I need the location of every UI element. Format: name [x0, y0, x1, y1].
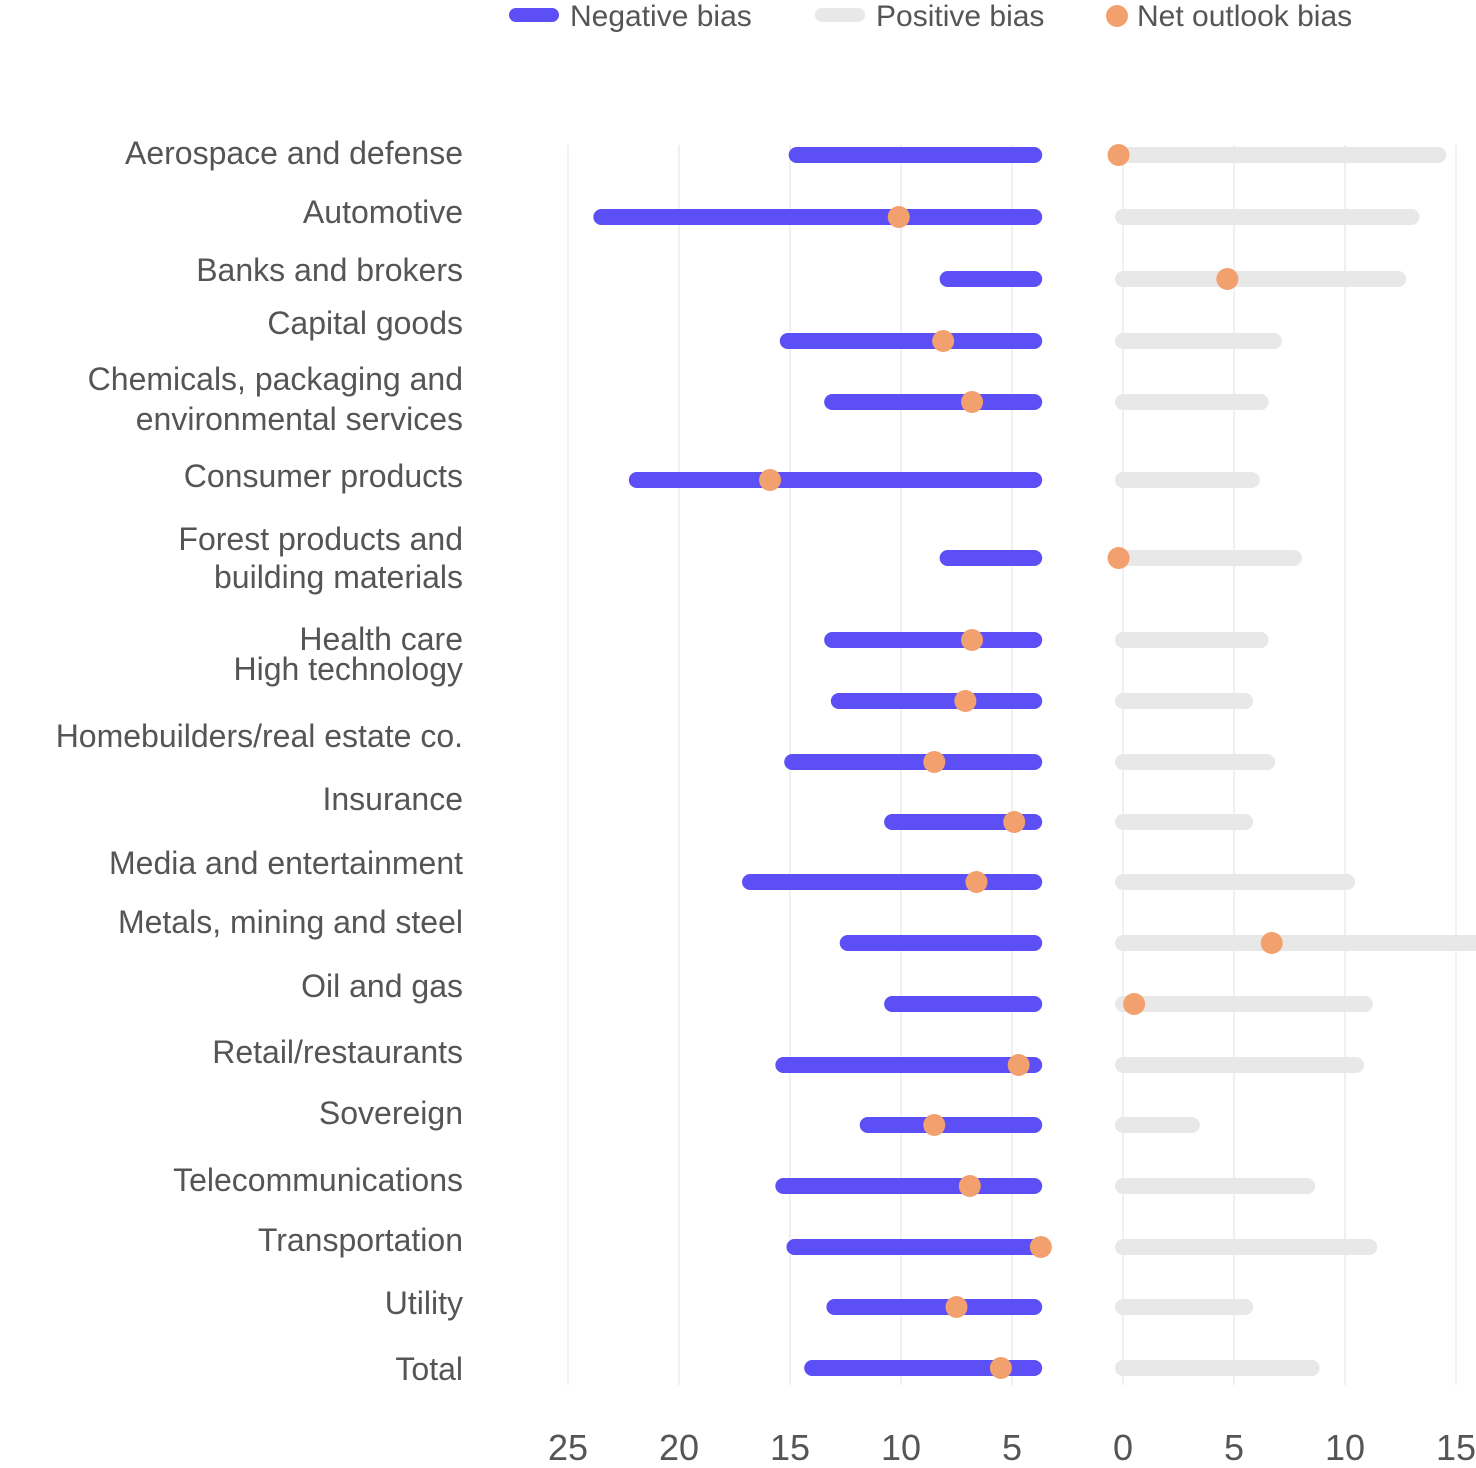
x-tick-label: 15 — [1436, 1427, 1476, 1463]
legend-negative-label: Negative bias — [570, 0, 752, 33]
category-label: environmental services — [136, 401, 463, 437]
bars — [593, 147, 1476, 1376]
category-label: Utility — [385, 1285, 463, 1321]
net-outlook-dot — [961, 391, 984, 413]
category-label: Metals, mining and steel — [118, 904, 463, 940]
category-label: Retail/restaurants — [212, 1034, 463, 1070]
net-outlook-dot — [1107, 144, 1130, 166]
net-outlook-dot — [961, 629, 984, 651]
net-outlook-dot — [1216, 268, 1239, 290]
net-outlook-dot — [1123, 993, 1146, 1015]
category-label: Forest products and — [178, 521, 463, 557]
x-tick-label: 10 — [1325, 1427, 1365, 1463]
category-label: Chemicals, packaging and — [88, 361, 463, 397]
category-label: Capital goods — [267, 305, 463, 341]
legend: Negative bias Positive bias Net outlook bi… — [509, 0, 1352, 33]
net-outlook-dot — [965, 871, 988, 893]
category-label: Telecommunications — [173, 1162, 463, 1198]
net-outlook-dot — [1107, 547, 1130, 569]
net-outlook-dot — [1007, 1054, 1030, 1076]
legend-net-dot — [1106, 5, 1128, 27]
category-label: Consumer products — [184, 458, 463, 494]
legend-net-label: Net outlook bias — [1137, 0, 1352, 33]
x-tick-label: 20 — [659, 1427, 699, 1463]
category-label: building materials — [214, 559, 463, 595]
x-tick-label: 25 — [548, 1427, 588, 1463]
category-label: Insurance — [322, 781, 463, 817]
x-tick-label: 10 — [881, 1427, 921, 1463]
category-label: Total — [395, 1351, 463, 1387]
net-dots — [759, 144, 1283, 1379]
category-labels: Aerospace and defense Automotive Banks and… — [56, 135, 463, 1387]
net-outlook-dot — [887, 206, 910, 228]
legend-positive-label: Positive bias — [876, 0, 1044, 33]
x-tick-label: 0 — [1113, 1427, 1133, 1463]
net-outlook-dot — [932, 330, 955, 352]
category-label: High technology — [234, 651, 463, 687]
category-label: Homebuilders/real estate co. — [56, 718, 463, 754]
net-outlook-dot — [958, 1175, 981, 1197]
net-outlook-dot — [1029, 1236, 1052, 1258]
net-outlook-dot — [989, 1357, 1012, 1379]
net-outlook-dot — [759, 469, 782, 491]
x-tick-label: 5 — [1002, 1427, 1022, 1463]
net-outlook-dot — [954, 690, 977, 712]
category-label: Banks and brokers — [196, 252, 463, 288]
category-label: Sovereign — [319, 1095, 463, 1131]
x-tick-label: 5 — [1224, 1427, 1244, 1463]
net-outlook-dot — [923, 1114, 946, 1136]
category-label: Aerospace and defense — [125, 135, 463, 171]
net-outlook-dot — [923, 751, 946, 773]
category-label: Oil and gas — [301, 968, 463, 1004]
net-outlook-dot — [1003, 811, 1026, 833]
category-label: Media and entertainment — [109, 845, 463, 881]
x-tick-label: 15 — [770, 1427, 810, 1463]
x-axis-ticks: 25 20 15 10 5 0 5 10 15 — [548, 1427, 1476, 1468]
category-label: Automotive — [303, 194, 463, 230]
net-outlook-dot — [1260, 932, 1283, 954]
category-label: Health care — [299, 621, 463, 657]
category-label: Transportation — [258, 1222, 463, 1258]
net-outlook-dot — [945, 1296, 968, 1318]
